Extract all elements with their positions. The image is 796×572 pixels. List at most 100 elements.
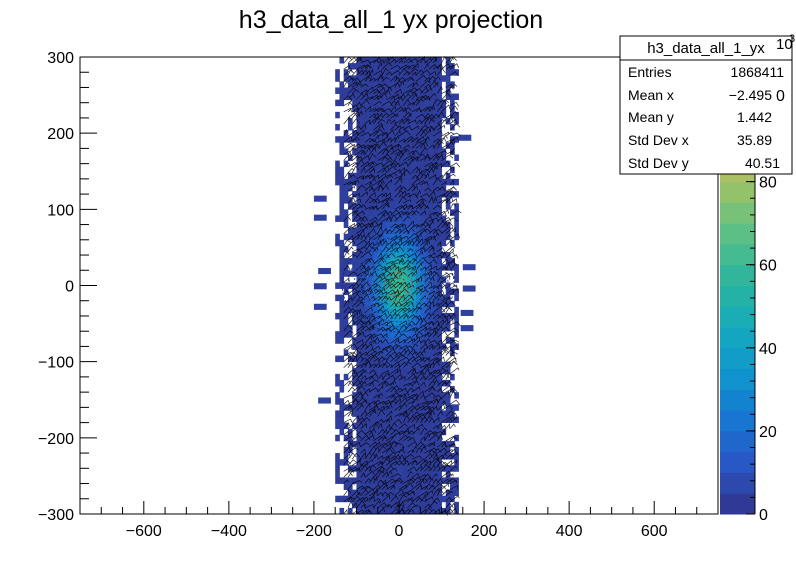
- heatmap-cell: [356, 75, 362, 82]
- heatmap-cell: [343, 209, 349, 216]
- contour-segment: [411, 483, 423, 490]
- heatmap-cell: [369, 276, 374, 283]
- heatmap-cell: [343, 87, 349, 94]
- heatmap-cell: [373, 465, 379, 472]
- contour-segment: [428, 361, 435, 369]
- contour-segment: [436, 85, 443, 94]
- heatmap-cell: [381, 422, 387, 430]
- heatmap-cell: [364, 294, 370, 302]
- contour-segment: [420, 168, 431, 174]
- heatmap-cell: [369, 105, 374, 113]
- contour-segment: [445, 435, 456, 442]
- contour-segment: [407, 496, 413, 503]
- heatmap-cell: [420, 160, 425, 168]
- heatmap-cell: [343, 178, 349, 186]
- heatmap-cell: [424, 81, 430, 88]
- heatmap-cell: [335, 282, 340, 289]
- contour-segment: [390, 501, 399, 509]
- heatmap-cell: [390, 355, 396, 363]
- heatmap-cell: [373, 148, 379, 155]
- contour-segment: [445, 388, 455, 393]
- heatmap-cell: [420, 373, 425, 381]
- heatmap-cell: [416, 355, 421, 363]
- contour-segment: [364, 333, 375, 339]
- stats-label-mean-y: Mean y: [628, 109, 674, 125]
- contour-segment: [436, 434, 444, 442]
- heatmap-cell: [390, 63, 396, 70]
- heatmap-cell: [407, 367, 413, 375]
- contour-segment: [347, 201, 356, 210]
- heatmap-cell: [411, 483, 417, 491]
- contour-segment: [403, 58, 414, 64]
- heatmap-cell: [399, 264, 404, 271]
- contour-segment: [390, 119, 396, 125]
- heatmap-cell: [441, 111, 447, 119]
- contour-segment: [390, 64, 402, 70]
- heatmap-cell: [386, 221, 391, 229]
- heatmap-cell: [437, 264, 442, 271]
- heatmap-cell: [445, 227, 451, 235]
- contour-segment: [364, 402, 371, 411]
- heatmap-cell: [424, 392, 430, 399]
- heatmap-cell: [454, 483, 459, 491]
- heatmap-cell: [394, 63, 400, 70]
- contour-segment: [415, 153, 426, 161]
- contour-segment: [368, 350, 377, 356]
- contour-segment: [364, 348, 375, 356]
- heatmap-cell: [403, 477, 408, 484]
- contour-segment: [381, 455, 390, 461]
- heatmap-cell: [386, 197, 391, 204]
- contour-segment: [356, 509, 365, 515]
- heatmap-cell: [428, 87, 434, 94]
- contour-segment: [415, 477, 424, 484]
- heatmap-cell: [390, 209, 396, 216]
- contour-segment: [441, 326, 450, 332]
- heatmap-cell: [420, 319, 425, 326]
- heatmap-cell: [347, 465, 353, 472]
- contour-segment: [390, 75, 397, 82]
- heatmap-cell: [428, 373, 434, 381]
- axes: −600 −400 −200 0 200 400 600−300−200−100010020…: [38, 50, 719, 540]
- contour-segment: [377, 482, 389, 490]
- contour-segment: [437, 380, 448, 387]
- contour-segment: [424, 113, 432, 119]
- heatmap-cell: [347, 495, 353, 503]
- contour-segment: [407, 441, 418, 448]
- contour-segment: [428, 501, 438, 509]
- heatmap-cell: [394, 379, 400, 387]
- contour-segment: [445, 117, 454, 125]
- contour-segment: [407, 102, 415, 107]
- heatmap-cell: [411, 136, 417, 143]
- contour-segment: [441, 336, 452, 344]
- heatmap-cell: [428, 172, 434, 180]
- heatmap-cell: [373, 288, 379, 296]
- heatmap-cell: [454, 69, 459, 76]
- heatmap-cell: [360, 57, 366, 64]
- contour-segment: [347, 223, 356, 229]
- contour-segment: [428, 464, 436, 472]
- contour-segment: [398, 445, 404, 454]
- heatmap-cell: [352, 63, 357, 70]
- contour-segment: [415, 330, 423, 338]
- contour-segment: [411, 355, 422, 362]
- heatmap-cell: [386, 337, 391, 344]
- heatmap-cell: [433, 434, 438, 442]
- heatmap-cell: [424, 148, 430, 155]
- heatmap-cell: [356, 343, 362, 350]
- contour-segment: [420, 156, 430, 161]
- heatmap-cell: [441, 367, 447, 375]
- contour-segment: [364, 324, 374, 332]
- heatmap-cell: [352, 422, 357, 430]
- contour-segment: [420, 405, 430, 411]
- x-tick-label: 200: [471, 523, 498, 540]
- heatmap-cell: [390, 349, 396, 356]
- heatmap-cell: [403, 331, 408, 338]
- contour-segment: [437, 247, 446, 253]
- heatmap-cell: [403, 197, 408, 204]
- heatmap-cell: [441, 294, 447, 302]
- contour-segment: [347, 500, 354, 509]
- contour-segment: [368, 408, 377, 417]
- contour-segment: [398, 423, 408, 429]
- contour-segment: [445, 297, 451, 301]
- heatmap-cell: [381, 57, 387, 64]
